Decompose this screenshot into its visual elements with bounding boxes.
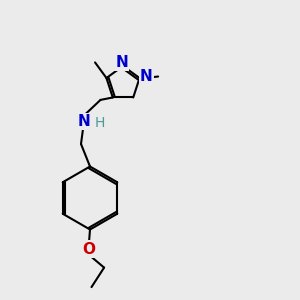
Text: N: N bbox=[140, 69, 152, 84]
Text: N: N bbox=[115, 55, 128, 70]
Text: O: O bbox=[82, 242, 95, 256]
Text: N: N bbox=[78, 114, 90, 129]
Text: H: H bbox=[94, 116, 105, 130]
